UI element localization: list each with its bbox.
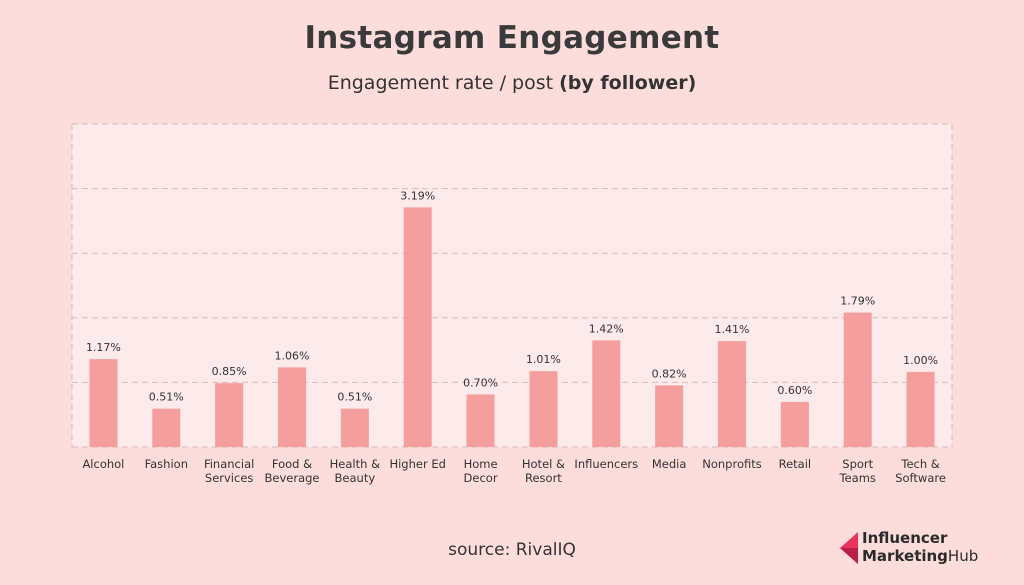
category-label-line: Alcohol	[82, 457, 124, 471]
category-label: Tech & Software	[895, 457, 946, 485]
category-label: Higher Ed	[389, 457, 445, 471]
data-label: 0.51%	[337, 391, 372, 404]
data-label: 0.51%	[149, 391, 184, 404]
category-label: Alcohol	[82, 457, 124, 471]
category-label: Home Decor	[464, 457, 498, 485]
chart-subtitle: Engagement rate / post (by follower)	[0, 72, 1024, 94]
category-label-line: Influencers	[574, 457, 638, 471]
category-label-line: Health &	[330, 457, 380, 471]
data-label: 0.85%	[212, 365, 247, 378]
category-label: Nonprofits	[702, 457, 761, 471]
bar	[655, 385, 684, 447]
category-label: Hotel & Resort	[522, 457, 565, 485]
category-label-line: Services	[205, 471, 254, 485]
influencer-marketing-hub-logo: Influencer MarketingHub	[838, 528, 1018, 568]
data-label: 0.82%	[652, 367, 687, 380]
category-label-line: Hotel &	[522, 457, 565, 471]
source-note: source: RivalIQ	[448, 540, 576, 560]
subtitle-bold: (by follower)	[559, 72, 697, 94]
category-label-line: Fashion	[145, 457, 188, 471]
category-label-line: Retail	[779, 457, 812, 471]
category-label: Health & Beauty	[330, 457, 380, 485]
bar	[780, 401, 809, 447]
bar	[152, 408, 181, 447]
category-label-line: Food &	[272, 457, 312, 471]
category-label-line: Resort	[525, 471, 562, 485]
data-label: 0.60%	[777, 384, 812, 397]
bar	[340, 408, 369, 447]
category-label-line: Nonprofits	[702, 457, 761, 471]
category-label-line: Home	[464, 457, 498, 471]
category-label: Fashion	[145, 457, 188, 471]
data-label: 1.01%	[526, 353, 561, 366]
logo-line2-regular: Hub	[947, 547, 979, 565]
bar	[529, 371, 558, 447]
data-label: 1.42%	[589, 322, 624, 335]
logo-line2: MarketingHub	[862, 547, 978, 565]
category-label-line: Decor	[464, 471, 498, 485]
category-label: Food & Beverage	[265, 457, 320, 485]
category-label: Influencers	[574, 457, 638, 471]
category-label-line: Teams	[839, 471, 876, 485]
category-label-line: Tech &	[900, 457, 939, 471]
category-label: Financial Services	[204, 457, 254, 485]
logo-mark-icon	[840, 532, 858, 564]
category-label: Retail	[779, 457, 812, 471]
data-label: 1.17%	[86, 341, 121, 354]
chart-title: Instagram Engagement	[304, 20, 720, 56]
data-label: 1.06%	[275, 349, 310, 362]
bar	[403, 207, 432, 447]
category-label: Sport Teams	[839, 457, 876, 485]
category-label-line: Beauty	[335, 471, 376, 485]
category-label-line: Higher Ed	[389, 457, 445, 471]
data-label: 0.70%	[463, 376, 498, 389]
bar	[906, 371, 935, 447]
bar	[718, 341, 746, 447]
category-label-line: Financial	[204, 457, 254, 471]
plot-area	[72, 124, 952, 447]
category-label: Media	[652, 457, 687, 471]
data-label: 1.41%	[715, 323, 750, 336]
bar	[466, 394, 495, 447]
bar	[89, 359, 118, 447]
category-label-line: Sport	[842, 457, 873, 471]
category-label-line: Beverage	[265, 471, 320, 485]
bar	[278, 367, 306, 447]
data-label: 3.19%	[400, 189, 435, 202]
bar	[215, 383, 244, 447]
category-label-line: Software	[895, 471, 946, 485]
subtitle-regular: Engagement rate / post	[327, 72, 560, 94]
logo-line1: Influencer	[862, 529, 948, 547]
bar	[843, 312, 872, 447]
logo-line2-bold: Marketing	[862, 547, 948, 565]
category-label-line: Media	[652, 457, 687, 471]
data-label: 1.00%	[903, 354, 938, 367]
data-label: 1.79%	[840, 295, 875, 308]
bar	[592, 340, 621, 447]
